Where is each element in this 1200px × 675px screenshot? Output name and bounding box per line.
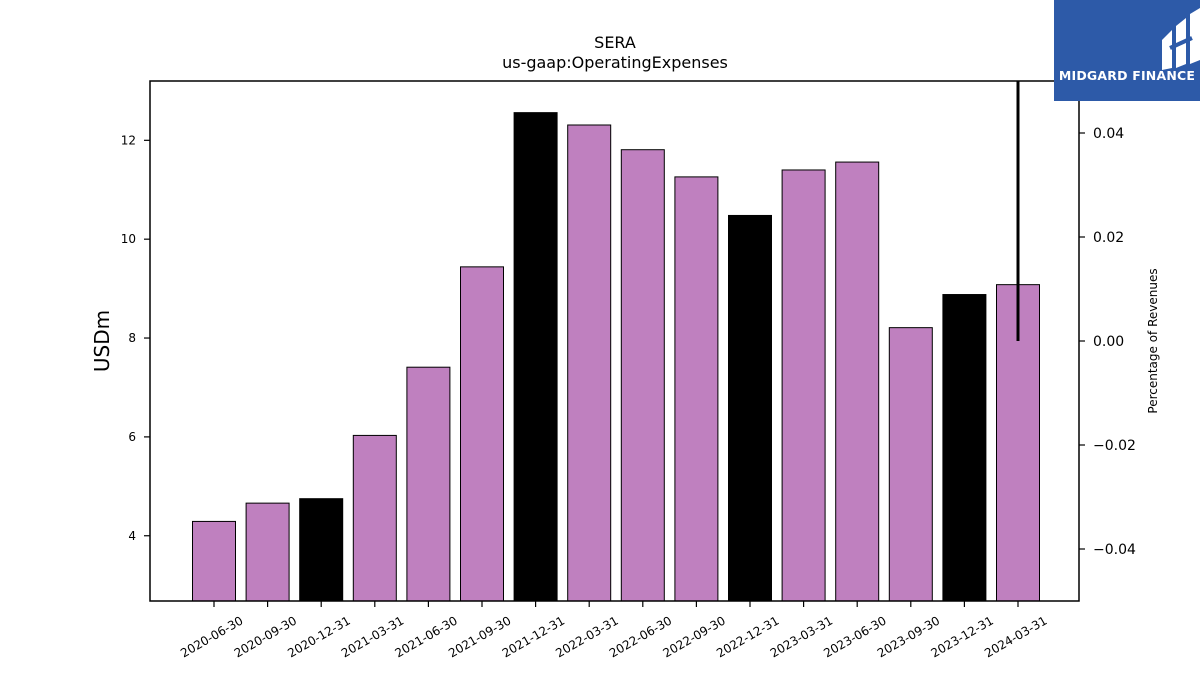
bar-2020-09-30: [245, 502, 290, 602]
y2-tick-label: 0.02: [1093, 230, 1124, 246]
y-tick-label: 8: [128, 331, 136, 345]
brand-logo: MIDGARD FINANCE: [1054, 0, 1200, 101]
y-tick-label: 10: [121, 232, 136, 246]
y2-tick-label: −0.04: [1093, 542, 1136, 558]
bar-2021-06-30: [406, 366, 451, 602]
bar-2020-06-30: [192, 520, 236, 602]
y2-tick-label: 0.00: [1093, 334, 1124, 350]
y2-tick-label: 0.04: [1093, 126, 1124, 142]
bar-2021-12-31: [513, 112, 558, 602]
chart-subtitle: us-gaap:OperatingExpenses: [502, 53, 728, 72]
bar-2023-03-31: [781, 169, 826, 602]
bar-2022-06-30: [620, 149, 665, 602]
chart-title: SERA: [594, 33, 636, 52]
plot-frame: [149, 80, 1080, 602]
bar-2021-09-30: [460, 266, 504, 602]
bar-2020-12-31: [299, 498, 344, 602]
bar-2023-09-30: [888, 327, 933, 602]
y-tick-label: 4: [128, 529, 136, 543]
y-axis-label: USDm: [90, 310, 114, 372]
bar-2023-06-30: [835, 161, 880, 602]
brand-name: MIDGARD FINANCE: [1058, 68, 1196, 83]
bar-2022-03-31: [567, 124, 612, 602]
bar-2021-03-31: [352, 434, 397, 602]
y2-axis-label: Percentage of Revenues: [1146, 268, 1160, 413]
y2-tick-label: −0.02: [1093, 438, 1136, 454]
bar-2022-12-31: [728, 214, 772, 602]
bar-2023-12-31: [942, 294, 987, 602]
bar-2022-09-30: [674, 176, 719, 602]
y-tick-label: 12: [121, 133, 136, 147]
brand-mark-icon: [1162, 8, 1200, 70]
y-tick-label: 6: [128, 430, 136, 444]
